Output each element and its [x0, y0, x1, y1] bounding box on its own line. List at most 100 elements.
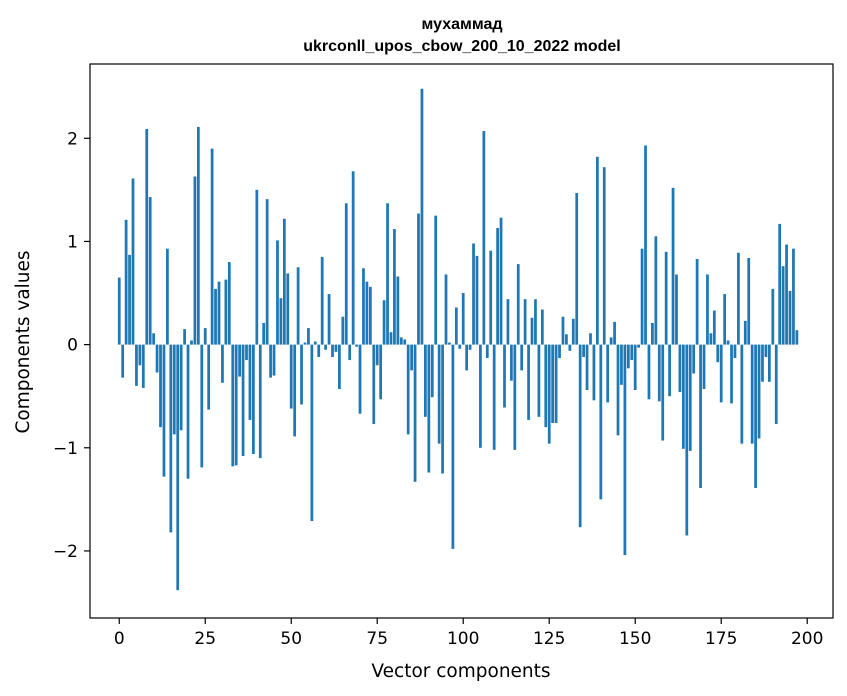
bar-92 — [434, 215, 438, 345]
bar-63 — [334, 344, 338, 352]
bar-180 — [737, 252, 740, 345]
bar-183 — [747, 257, 751, 345]
bar-68 — [351, 171, 355, 345]
bar-153 — [644, 145, 647, 345]
bar-102 — [468, 344, 472, 350]
bar-88 — [420, 88, 424, 345]
bar-81 — [396, 276, 400, 345]
bar-57 — [313, 341, 317, 345]
bar-182 — [743, 320, 747, 345]
bar-50 — [289, 344, 293, 409]
bar-97 — [451, 344, 455, 549]
bar-120 — [530, 317, 534, 345]
bar-47 — [279, 298, 283, 345]
bar-27 — [210, 148, 214, 345]
bar-195 — [788, 290, 792, 345]
bar-179 — [733, 344, 737, 359]
bar-42 — [262, 322, 266, 345]
x-axis-label: Vector components — [371, 661, 550, 682]
bar-173 — [712, 310, 716, 345]
bar-197 — [795, 330, 799, 345]
bar-189 — [767, 344, 771, 382]
bar-104 — [475, 255, 479, 345]
bar-122 — [537, 344, 541, 417]
bar-105 — [479, 344, 482, 448]
bar-144 — [613, 321, 616, 345]
bar-129 — [561, 316, 565, 345]
bar-90 — [427, 344, 431, 473]
bar-76 — [379, 344, 383, 400]
bar-45 — [272, 344, 276, 376]
bar-67 — [348, 344, 352, 361]
bar-75 — [375, 344, 379, 366]
bar-98 — [454, 307, 458, 345]
bar-152 — [640, 248, 644, 345]
x-tick-label-0: 0 — [114, 629, 125, 649]
bar-78 — [386, 203, 389, 345]
bar-15 — [169, 344, 173, 533]
x-axis-ticks: 0 25 50 75 100 125 150 175 200 — [114, 618, 823, 649]
bar-103 — [472, 243, 475, 345]
bar-46 — [276, 240, 279, 345]
bar-16 — [172, 344, 176, 435]
bar-178 — [730, 344, 733, 404]
bar-127 — [554, 344, 558, 424]
bar-40 — [255, 189, 259, 345]
bar-132 — [571, 318, 575, 345]
bar-166 — [688, 344, 692, 451]
bar-192 — [778, 223, 782, 345]
bar-71 — [362, 268, 365, 345]
bar-114 — [510, 344, 513, 381]
chart-title-line-1: мухаммад — [421, 16, 502, 33]
bar-99 — [458, 344, 462, 349]
bar-154 — [647, 344, 651, 400]
bar-184 — [750, 344, 754, 444]
bar-191 — [774, 344, 778, 425]
bar-83 — [403, 339, 407, 345]
bar-106 — [482, 131, 486, 345]
bar-108 — [489, 250, 493, 345]
bar-148 — [626, 344, 630, 369]
bar-131 — [568, 344, 572, 351]
y-tick-label--2: −2 — [53, 542, 78, 562]
bar-4 — [131, 178, 135, 345]
y-tick-label--1: −1 — [53, 439, 78, 459]
bar-156 — [654, 236, 658, 345]
bar-188 — [764, 344, 768, 357]
bar-146 — [620, 344, 623, 385]
bar-10 — [152, 333, 156, 345]
bar-175 — [719, 344, 723, 403]
bar-9 — [148, 197, 152, 345]
bar-73 — [368, 286, 372, 345]
x-tick-label-125: 125 — [533, 629, 565, 649]
bar-187 — [761, 344, 764, 382]
x-tick-label-75: 75 — [366, 629, 388, 649]
bar-136 — [585, 344, 589, 390]
bar-37 — [245, 344, 248, 361]
bar-107 — [485, 344, 489, 359]
y-tick-label-0: 0 — [67, 336, 78, 356]
bar-112 — [503, 344, 506, 408]
bar-155 — [651, 322, 654, 345]
y-tick-label-2: 2 — [67, 129, 78, 149]
bar-8 — [145, 128, 149, 345]
bar-89 — [424, 344, 427, 417]
bar-101 — [465, 344, 469, 371]
bar-128 — [558, 344, 561, 359]
bar-79 — [389, 332, 393, 345]
bar-174 — [716, 344, 720, 363]
bar-134 — [578, 344, 582, 528]
bar-172 — [709, 333, 713, 345]
bar-12 — [159, 344, 162, 428]
plot-frame — [89, 63, 834, 619]
bar-1 — [121, 344, 125, 378]
bar-56 — [310, 344, 314, 522]
bar-110 — [496, 228, 499, 345]
bar-65 — [341, 316, 345, 345]
bar-34 — [234, 344, 238, 466]
bar-22 — [193, 176, 197, 345]
bar-7 — [141, 344, 145, 388]
bar-133 — [575, 192, 579, 345]
bar-2 — [124, 219, 128, 345]
